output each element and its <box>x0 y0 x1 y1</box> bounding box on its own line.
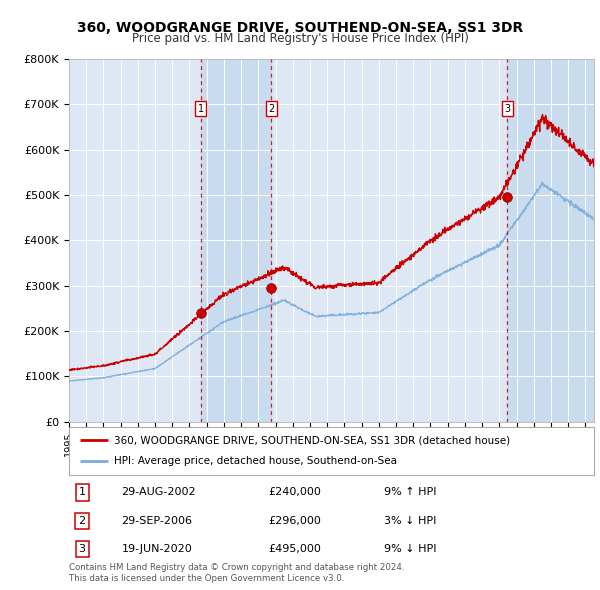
Text: 1: 1 <box>198 104 204 114</box>
Text: 1: 1 <box>79 487 86 497</box>
Text: 360, WOODGRANGE DRIVE, SOUTHEND-ON-SEA, SS1 3DR (detached house): 360, WOODGRANGE DRIVE, SOUTHEND-ON-SEA, … <box>113 435 510 445</box>
Text: 29-AUG-2002: 29-AUG-2002 <box>121 487 196 497</box>
Text: 360, WOODGRANGE DRIVE, SOUTHEND-ON-SEA, SS1 3DR: 360, WOODGRANGE DRIVE, SOUTHEND-ON-SEA, … <box>77 21 523 35</box>
Text: 3: 3 <box>79 544 86 554</box>
Bar <box>508 59 594 422</box>
Text: This data is licensed under the Open Government Licence v3.0.: This data is licensed under the Open Gov… <box>69 574 344 583</box>
Text: £495,000: £495,000 <box>269 544 322 554</box>
Text: 2: 2 <box>79 516 86 526</box>
Bar <box>201 59 271 422</box>
Text: HPI: Average price, detached house, Southend-on-Sea: HPI: Average price, detached house, Sout… <box>113 457 397 467</box>
Text: 9% ↓ HPI: 9% ↓ HPI <box>384 544 437 554</box>
Text: Price paid vs. HM Land Registry's House Price Index (HPI): Price paid vs. HM Land Registry's House … <box>131 32 469 45</box>
Text: 3% ↓ HPI: 3% ↓ HPI <box>384 516 436 526</box>
Text: 3: 3 <box>505 104 511 114</box>
Text: 19-JUN-2020: 19-JUN-2020 <box>121 544 192 554</box>
Text: 9% ↑ HPI: 9% ↑ HPI <box>384 487 437 497</box>
Text: £296,000: £296,000 <box>269 516 322 526</box>
Text: Contains HM Land Registry data © Crown copyright and database right 2024.: Contains HM Land Registry data © Crown c… <box>69 563 404 572</box>
Text: 29-SEP-2006: 29-SEP-2006 <box>121 516 193 526</box>
Text: 2: 2 <box>268 104 274 114</box>
Text: £240,000: £240,000 <box>269 487 322 497</box>
